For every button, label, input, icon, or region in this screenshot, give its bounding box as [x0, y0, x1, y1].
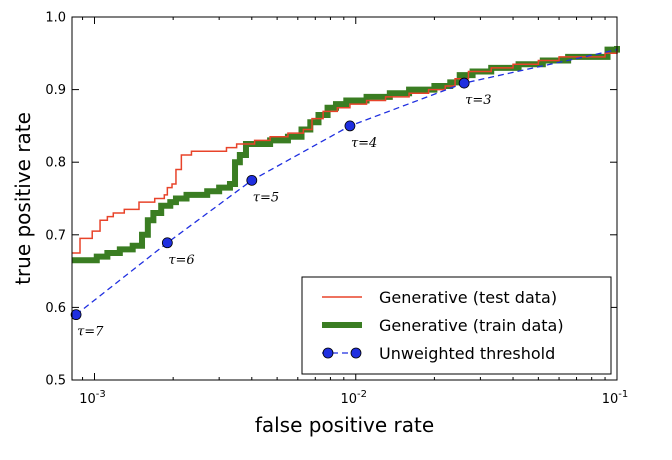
marker-annotations: τ=7 τ=6 τ=5 τ=4 τ=3	[77, 93, 491, 340]
y-tick-label: 0.8	[45, 156, 66, 171]
legend-label: Unweighted threshold	[379, 344, 555, 363]
series-line-test	[72, 49, 618, 254]
x-axis-title: false positive rate	[255, 413, 434, 437]
y-tick-label: 0.9	[45, 83, 66, 98]
y-tick-label: 0.6	[45, 301, 66, 316]
marker-layer	[70, 77, 470, 321]
threshold-point	[70, 309, 82, 321]
threshold-point	[458, 77, 470, 89]
plot-frame	[71, 16, 618, 381]
x-tick-exponent: -1	[618, 389, 628, 400]
x-tick-exponent: -2	[357, 389, 367, 400]
series-layer	[72, 46, 620, 316]
legend-marker	[350, 347, 362, 359]
threshold-label: τ=6	[168, 253, 194, 268]
series-line-train	[72, 46, 620, 264]
legend-label: Generative (train data)	[379, 316, 564, 335]
legend: Generative (test data) Generative (train …	[301, 276, 612, 375]
x-tick-base: 10	[340, 392, 357, 407]
threshold-label: τ=3	[465, 93, 491, 108]
y-tick-label: 0.5	[45, 374, 66, 389]
threshold-label: τ=5	[253, 190, 279, 205]
threshold-point	[161, 237, 173, 249]
threshold-label: τ=4	[351, 136, 377, 151]
x-tick-label: 10-2	[340, 389, 367, 407]
y-tick-label: 1.0	[45, 11, 66, 26]
x-tick-label: 10-1	[602, 389, 629, 407]
axis-ticks: 0.50.60.70.80.91.010-3 10-2 10-1	[45, 11, 628, 408]
threshold-point	[344, 120, 356, 132]
threshold-point	[246, 174, 258, 186]
y-axis-title: true positive rate	[11, 112, 35, 285]
x-tick-exponent: -3	[96, 389, 106, 400]
x-tick-label: 10-3	[79, 389, 106, 407]
legend-marker	[322, 347, 334, 359]
y-tick-label: 0.7	[45, 228, 66, 243]
x-tick-base: 10	[602, 392, 619, 407]
legend-label: Generative (test data)	[379, 288, 557, 307]
x-tick-base: 10	[79, 392, 96, 407]
series-line-threshold	[75, 49, 618, 316]
threshold-label: τ=7	[77, 325, 104, 340]
